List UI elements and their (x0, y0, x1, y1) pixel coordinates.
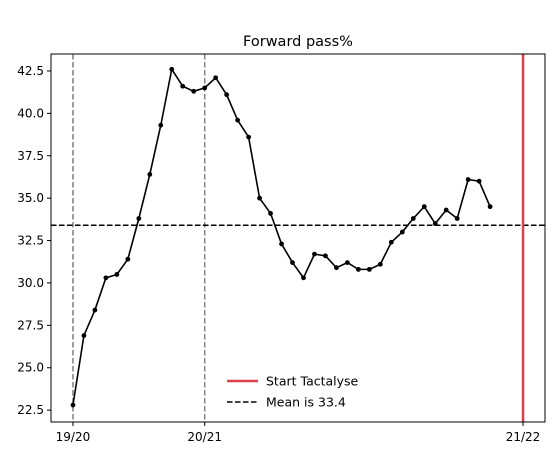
y-tick-label: 37.5 (17, 149, 44, 163)
data-point (147, 172, 153, 177)
data-point (202, 85, 208, 91)
data-point (70, 402, 76, 408)
data-point (432, 221, 438, 226)
data-point (454, 216, 460, 221)
data-point (443, 207, 449, 213)
data-point (377, 261, 383, 267)
x-tick-label: 21/22 (506, 430, 541, 444)
y-tick-label: 42.5 (17, 64, 44, 78)
legend-box (218, 368, 376, 414)
data-point (476, 178, 482, 184)
data-point (279, 241, 284, 247)
data-point (92, 307, 98, 313)
plot-frame (50, 53, 546, 423)
data-point (323, 253, 328, 259)
data-point (301, 275, 306, 281)
data-point (268, 211, 273, 216)
data-point (345, 260, 350, 265)
data-point (169, 66, 175, 72)
data-point (114, 272, 120, 277)
data-point (421, 204, 427, 210)
data-point (103, 275, 109, 281)
series-group (70, 66, 493, 408)
legend-label-mean: Mean is 33.4 (266, 395, 346, 410)
x-axis: 19/20 20/21 21/22 (56, 422, 541, 444)
data-point (246, 134, 252, 140)
data-point (81, 333, 87, 338)
data-point (290, 260, 295, 265)
y-tick-label: 35.0 (17, 191, 44, 205)
y-tick-label: 40.0 (17, 106, 44, 120)
data-point (180, 83, 186, 89)
data-point (312, 251, 317, 257)
data-point (366, 266, 372, 272)
x-tick-label: 19/20 (56, 430, 91, 444)
data-point (410, 216, 416, 221)
data-point (388, 239, 394, 245)
data-point (399, 229, 405, 235)
y-tick-label: 30.0 (17, 276, 44, 290)
data-point (191, 88, 197, 94)
data-point (465, 177, 471, 182)
y-axis: 22.5 25.0 27.5 30.0 32.5 35.0 37.5 40.0 42.5 (17, 64, 51, 417)
y-tick-label: 32.5 (17, 234, 44, 248)
x-tick-label: 20/21 (187, 430, 222, 444)
legend: Start Tactalyse Mean is 33.4 (218, 368, 376, 414)
y-tick-label: 22.5 (17, 403, 44, 417)
data-point (213, 75, 219, 81)
series-line (72, 68, 491, 406)
data-point (125, 256, 131, 262)
data-point (136, 216, 142, 221)
data-point (487, 204, 493, 210)
data-point (334, 265, 339, 271)
data-point (235, 117, 241, 123)
data-point (257, 195, 262, 201)
y-tick-label: 25.0 (17, 361, 44, 375)
data-point (224, 92, 230, 98)
y-tick-label: 27.5 (17, 318, 44, 332)
data-point (158, 122, 164, 128)
season-lines (72, 54, 206, 422)
legend-label-start: Start Tactalyse (266, 374, 359, 389)
data-point (355, 266, 361, 272)
chart-title: Forward pass% (243, 34, 353, 50)
